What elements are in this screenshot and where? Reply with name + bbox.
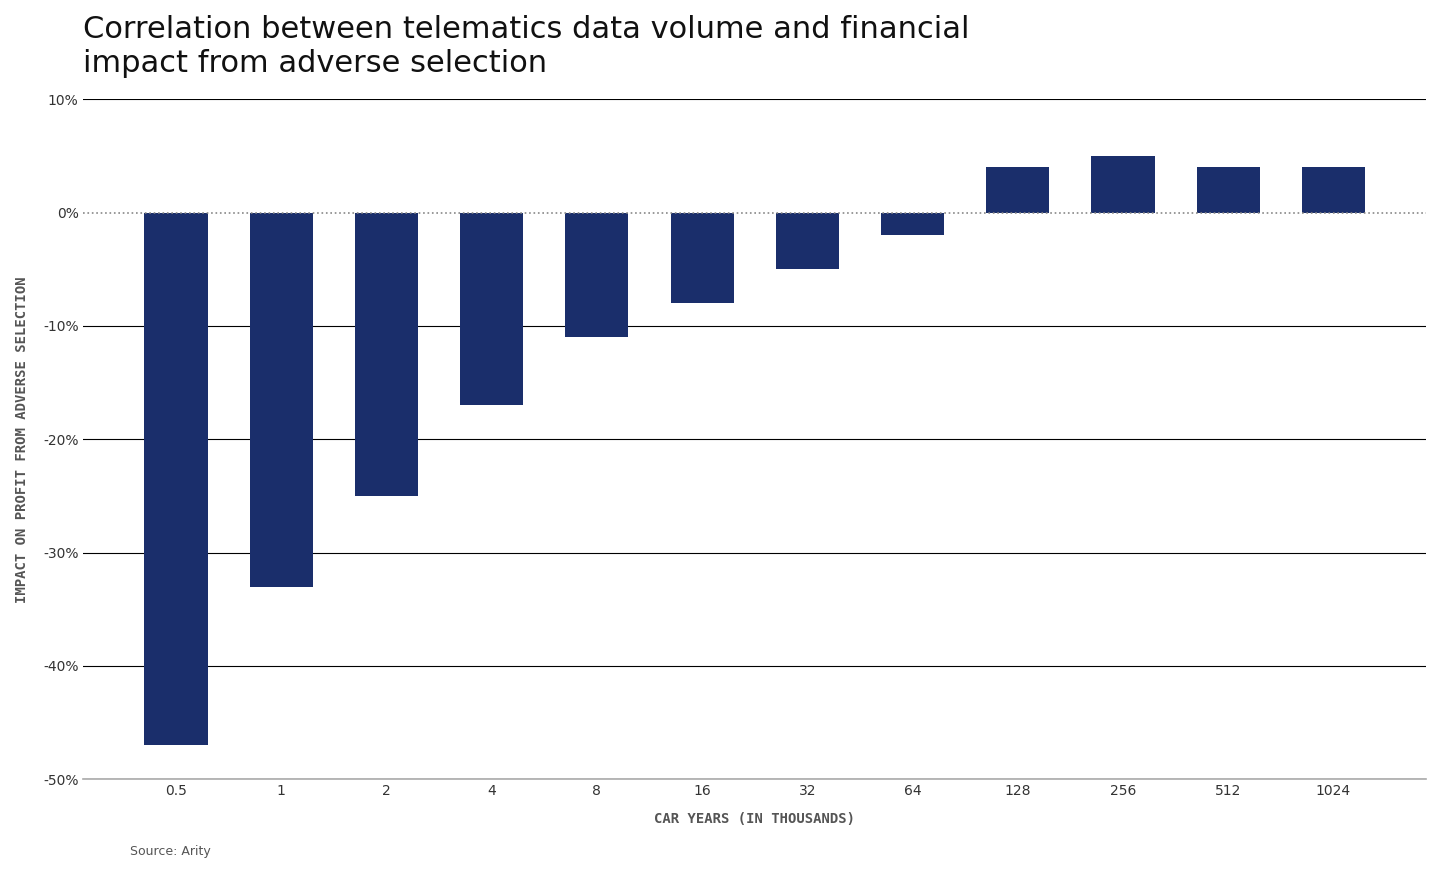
- Bar: [565, 213, 628, 337]
- Text: Source: Arity: Source: Arity: [130, 845, 210, 858]
- Bar: [249, 213, 313, 587]
- Bar: [775, 213, 839, 269]
- Bar: [986, 167, 1049, 213]
- Text: Correlation between telematics data volume and financial
impact from adverse sel: Correlation between telematics data volu…: [84, 15, 970, 78]
- Bar: [354, 213, 418, 496]
- Bar: [144, 213, 208, 745]
- Bar: [1196, 167, 1259, 213]
- Bar: [1301, 167, 1365, 213]
- Y-axis label: IMPACT ON PROFIT FROM ADVERSE SELECTION: IMPACT ON PROFIT FROM ADVERSE SELECTION: [14, 276, 29, 603]
- Bar: [670, 213, 733, 303]
- Bar: [880, 213, 944, 236]
- X-axis label: CAR YEARS (IN THOUSANDS): CAR YEARS (IN THOUSANDS): [654, 812, 855, 826]
- Bar: [460, 213, 523, 406]
- Bar: [1091, 156, 1154, 213]
